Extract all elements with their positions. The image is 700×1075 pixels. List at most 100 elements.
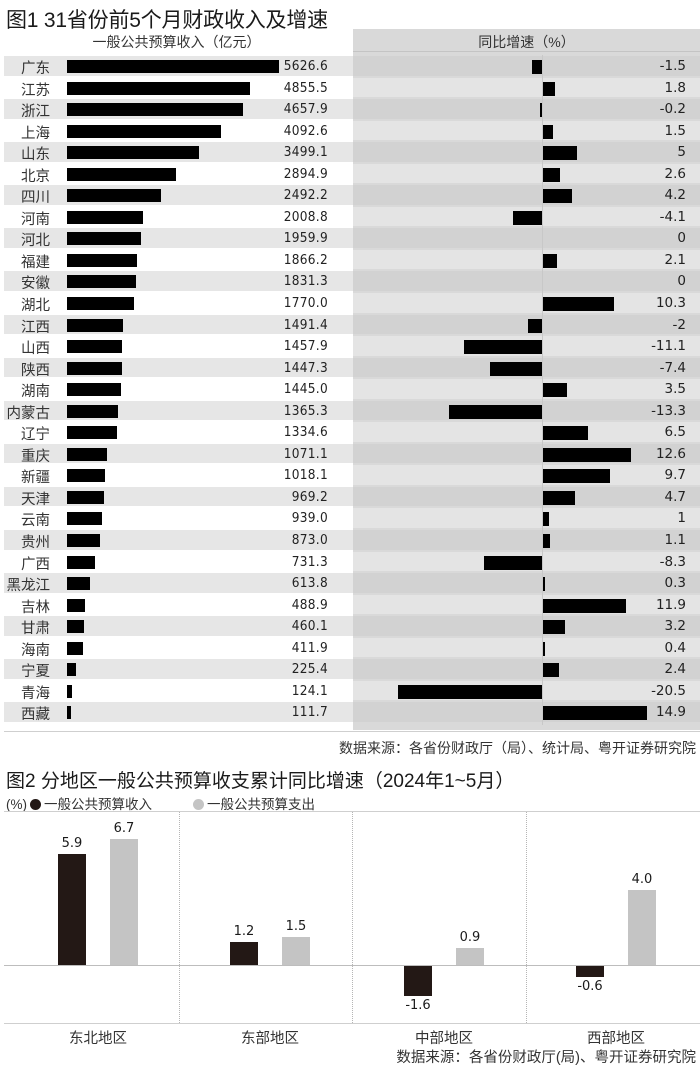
revenue-value: 3499.1 bbox=[283, 144, 328, 161]
growth-bar bbox=[483, 555, 542, 570]
growth-bar bbox=[542, 167, 561, 182]
growth-bar bbox=[542, 297, 615, 312]
revenue-value: 2492.2 bbox=[283, 187, 328, 204]
growth-value: 3.5 bbox=[664, 381, 686, 398]
revenue-value: 1334.6 bbox=[283, 424, 328, 441]
expenditure-value-label: 6.7 bbox=[113, 820, 135, 836]
revenue-value: 124.1 bbox=[291, 682, 328, 699]
legend-expenditure-swatch bbox=[193, 799, 204, 810]
growth-bar bbox=[531, 60, 542, 74]
province-label: 天津 bbox=[21, 491, 50, 508]
province-label: 广东 bbox=[21, 61, 50, 77]
revenue-value-label: 1.2 bbox=[233, 924, 255, 940]
province-row: 江西 1491.4 -2 bbox=[0, 314, 700, 336]
figure2-title: 图2 分地区一般公共预算收支累计同比增速（2024年1~5月） bbox=[6, 771, 515, 792]
chart2-top-border bbox=[4, 811, 700, 812]
figure2-source: 数据来源：各省份财政厅(局)、粤开证券研究院 bbox=[396, 1050, 696, 1066]
revenue-value-label: 5.9 bbox=[61, 835, 83, 851]
revenue-bar bbox=[67, 275, 136, 289]
province-row: 甘肃 460.1 3.2 bbox=[0, 615, 700, 637]
revenue-bar bbox=[404, 966, 432, 997]
row-right-background bbox=[353, 422, 700, 442]
growth-value: 1.5 bbox=[664, 122, 686, 139]
region-label: 西部地区 bbox=[587, 1031, 645, 1047]
growth-value: 2.1 bbox=[664, 251, 686, 268]
revenue-value: 5626.6 bbox=[283, 58, 328, 74]
revenue-bar bbox=[67, 641, 83, 655]
growth-value: 3.2 bbox=[664, 618, 686, 635]
revenue-bar bbox=[67, 103, 243, 117]
revenue-value-label: -1.6 bbox=[405, 998, 431, 1014]
province-row: 海南 411.9 0.4 bbox=[0, 637, 700, 659]
province-label: 安徽 bbox=[21, 276, 50, 293]
province-row: 山西 1457.9 -11.1 bbox=[0, 335, 700, 357]
province-row: 福建 1866.2 2.1 bbox=[0, 249, 700, 271]
revenue-value: 488.9 bbox=[291, 596, 328, 613]
growth-value: -0.2 bbox=[659, 101, 686, 118]
province-label: 吉林 bbox=[21, 599, 50, 616]
revenue-value: 1447.3 bbox=[283, 359, 328, 376]
growth-bar bbox=[464, 340, 542, 355]
growth-value: -20.5 bbox=[651, 682, 686, 699]
revenue-bar bbox=[67, 663, 76, 677]
province-label: 河南 bbox=[21, 211, 50, 228]
province-row: 青海 124.1 -20.5 bbox=[0, 680, 700, 702]
row-right-background bbox=[353, 163, 700, 184]
chart2-divider bbox=[179, 812, 180, 1023]
revenue-bar bbox=[58, 853, 86, 965]
growth-value: -2 bbox=[672, 316, 686, 333]
revenue-value: 411.9 bbox=[291, 639, 328, 656]
growth-bar bbox=[542, 663, 559, 678]
growth-value: -4.1 bbox=[659, 208, 686, 225]
growth-bar bbox=[542, 81, 555, 96]
revenue-value: 4092.6 bbox=[283, 122, 328, 139]
province-row: 湖南 1445.0 3.5 bbox=[0, 378, 700, 400]
revenue-bar bbox=[67, 706, 72, 720]
province-row: 云南 939.0 1 bbox=[0, 507, 700, 529]
growth-value: 1.1 bbox=[664, 532, 686, 549]
province-label: 山西 bbox=[21, 341, 50, 358]
growth-value: -1.5 bbox=[659, 58, 686, 74]
revenue-value: 225.4 bbox=[291, 661, 328, 678]
row-left-background bbox=[4, 594, 353, 615]
province-label: 湖北 bbox=[21, 298, 50, 315]
row-right-background bbox=[353, 142, 700, 162]
growth-bar bbox=[490, 361, 542, 376]
growth-value: 2.4 bbox=[664, 661, 686, 678]
row-right-background bbox=[353, 594, 700, 615]
province-label: 甘肃 bbox=[21, 621, 50, 638]
province-row: 西藏 111.7 14.9 bbox=[0, 701, 700, 723]
row-left-background bbox=[4, 616, 353, 636]
province-label: 内蒙古 bbox=[6, 405, 51, 422]
province-row: 内蒙古 1365.3 -13.3 bbox=[0, 400, 700, 422]
revenue-bar bbox=[67, 361, 122, 375]
row-right-background bbox=[353, 99, 700, 119]
growth-bar bbox=[542, 146, 578, 161]
growth-bar bbox=[398, 684, 542, 699]
province-label: 青海 bbox=[21, 685, 50, 702]
growth-bar bbox=[542, 534, 550, 549]
province-label: 海南 bbox=[21, 642, 50, 659]
revenue-bar bbox=[67, 146, 199, 160]
legend-revenue-swatch bbox=[30, 799, 41, 810]
revenue-bar bbox=[230, 942, 258, 965]
row-right-background bbox=[353, 379, 700, 399]
revenue-bar bbox=[67, 426, 118, 440]
revenue-value: 111.7 bbox=[291, 704, 328, 721]
growth-bar bbox=[542, 189, 572, 204]
revenue-bar bbox=[67, 684, 72, 698]
row-left-background bbox=[4, 702, 353, 722]
row-right-background bbox=[353, 120, 700, 141]
growth-value: -7.4 bbox=[659, 359, 686, 376]
growth-bar bbox=[528, 318, 542, 333]
revenue-bar bbox=[67, 577, 91, 591]
row-left-background bbox=[4, 573, 353, 593]
growth-value: 6.5 bbox=[664, 424, 686, 441]
revenue-bar bbox=[67, 620, 85, 634]
province-row: 山东 3499.1 5 bbox=[0, 141, 700, 163]
revenue-value: 2008.8 bbox=[283, 208, 328, 225]
chart2-bottom-border bbox=[4, 1023, 700, 1024]
revenue-value: 1365.3 bbox=[283, 402, 328, 419]
growth-value: 5 bbox=[677, 144, 686, 161]
growth-value: 14.9 bbox=[655, 704, 686, 721]
